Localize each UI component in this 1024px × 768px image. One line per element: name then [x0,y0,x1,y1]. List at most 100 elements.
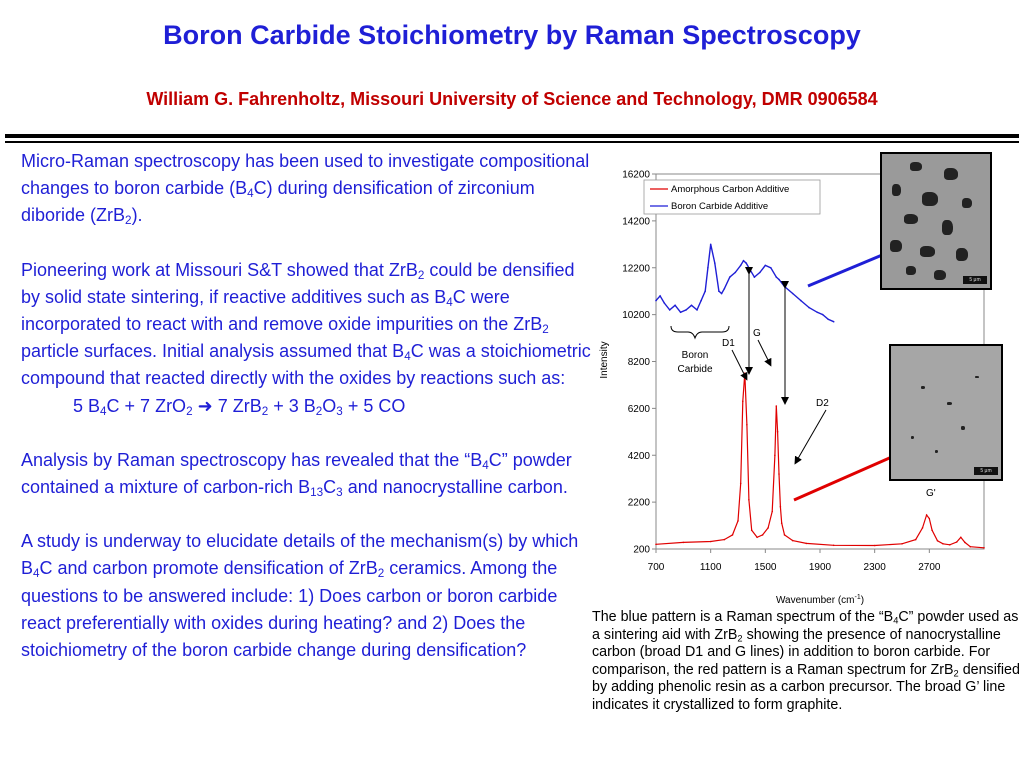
legend: Amorphous Carbon Additive Boron Carbide … [643,179,821,215]
point-amorphous-carbon [983,547,985,549]
body-text: Micro-Raman spectroscopy has been used t… [21,148,596,664]
point-amorphous-carbon [737,520,739,522]
point-amorphous-carbon [771,510,773,513]
point-boron-carbide [696,309,698,311]
point-amorphous-carbon [925,514,928,516]
point-amorphous-carbon [774,454,776,457]
point-amorphous-carbon [742,400,744,403]
point-amorphous-carbon [776,431,779,433]
x-tick-label: 2700 [918,562,941,573]
point-amorphous-carbon [791,539,794,542]
point-amorphous-carbon [761,534,764,536]
y-tick-label: 8200 [628,357,651,368]
point-boron-carbide [707,267,709,269]
point-boron-carbide [685,309,687,311]
point-amorphous-carbon [756,536,758,539]
point-boron-carbide [718,290,720,293]
paragraph-4: A study is underway to elucidate details… [21,531,579,661]
point-amorphous-carbon [778,473,780,475]
point-amorphous-carbon [949,544,951,546]
point-boron-carbide [714,262,716,264]
legend-entry-boron-carbide: Boron Carbide Additive [671,201,768,212]
point-boron-carbide [775,276,778,278]
legend-entry-amorphous-carbon: Amorphous Carbon Additive [671,184,789,195]
point-boron-carbide [655,299,657,302]
y-tick-label: 14200 [622,216,650,227]
point-boron-carbide [800,299,802,302]
x-tick-label: 1500 [754,562,777,573]
point-amorphous-carbon [914,538,917,541]
point-amorphous-carbon [739,482,742,485]
point-amorphous-carbon [805,542,808,545]
y-tick-label: 2200 [628,498,651,509]
point-boron-carbide [659,295,661,297]
point-boron-carbide [753,276,756,278]
point-boron-carbide [742,259,745,262]
x-tick-label: 1100 [700,562,722,573]
point-boron-carbide [764,264,767,267]
y-tick-label: 200 [633,545,650,556]
point-amorphous-carbon [731,534,734,536]
point-boron-carbide [745,262,747,264]
point-amorphous-carbon [901,543,903,545]
slide-title: Boron Carbide Stoichiometry by Raman Spe… [163,20,861,50]
point-boron-carbide [668,309,671,311]
point-amorphous-carbon [955,541,958,543]
point-amorphous-carbon [682,541,685,544]
paragraph-3: Analysis by Raman spectroscopy has revea… [21,449,572,499]
arrow-g [757,339,772,367]
x-axis: 700 1100 1500 1900 2300 2700 [648,549,941,573]
point-boron-carbide [791,292,794,295]
annotation-d2: D2 [816,398,829,409]
sem-micrograph-carbon: 5 μm [889,344,1003,481]
point-boron-carbide [734,271,737,274]
annotation-g-prime: G' [926,488,936,499]
point-boron-carbide [704,290,706,293]
point-boron-carbide [816,311,819,314]
point-amorphous-carbon [775,405,778,407]
point-boron-carbide [759,271,761,274]
y-tick-label: 6200 [628,404,651,415]
figure-caption: The blue pattern is a Raman spectrum of … [592,609,1020,713]
point-boron-carbide [770,267,772,269]
point-amorphous-carbon [921,527,924,529]
point-boron-carbide [778,278,780,281]
point-amorphous-carbon [709,540,712,543]
point-amorphous-carbon [931,529,933,532]
series-boron-carbide-line [655,244,834,323]
data-points [655,243,985,549]
title-rule-thin [5,141,1019,143]
y-axis: 200 2200 4200 6200 8200 10200 12200 14200 16200 [622,170,656,556]
y-tick-label: 16200 [622,170,650,181]
boron-carbide-brace [670,325,730,340]
sem-micrograph-boron-carbide: 5 μm [880,152,992,290]
point-amorphous-carbon [723,538,726,541]
arrow-d2 [794,409,827,465]
point-amorphous-carbon [964,541,966,544]
point-boron-carbide [720,292,723,295]
x-axis-label: Wavenumber (cm-1) [776,594,864,606]
reaction-equation: 5 B4C + 7 ZrO2 ➜ 7 ZrB2 + 3 B2O3 + 5 CO [73,395,406,418]
x-tick-label: 700 [648,562,665,573]
annotation-carbide: Carbide [677,364,712,375]
x-tick-label: 2300 [864,562,887,573]
point-boron-carbide [739,264,742,267]
point-amorphous-carbon [960,536,962,539]
point-amorphous-carbon [873,544,876,547]
point-boron-carbide [723,288,726,290]
sem-scale-bar-2: 5 μm [974,467,998,475]
sem-scale-bar-1: 5 μm [963,276,987,284]
point-boron-carbide [729,276,731,278]
annotation-d1: D1 [722,338,735,349]
y-tick-label: 10200 [622,310,650,321]
arrow-d1 [731,349,748,381]
y-tick-label: 12200 [622,263,650,274]
title-rule-thick [5,134,1019,138]
paragraph-2: Pioneering work at Missouri S&T showed t… [21,259,591,389]
right-arrow-icon: ➜ [197,395,213,416]
point-amorphous-carbon [969,545,972,548]
point-amorphous-carbon [942,543,944,545]
y-tick-label: 4200 [628,451,651,462]
point-boron-carbide [832,320,835,323]
x-tick-label: 1900 [809,562,832,573]
